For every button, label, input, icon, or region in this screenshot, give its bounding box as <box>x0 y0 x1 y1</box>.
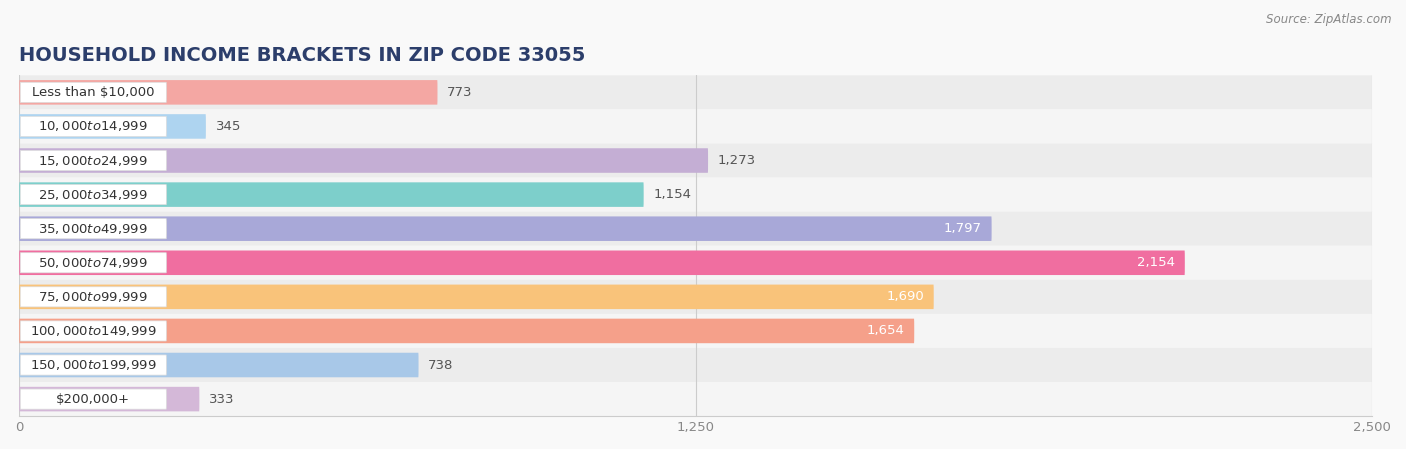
FancyBboxPatch shape <box>20 185 166 205</box>
Text: $10,000 to $14,999: $10,000 to $14,999 <box>38 119 148 133</box>
FancyBboxPatch shape <box>20 251 1185 275</box>
FancyBboxPatch shape <box>20 382 1372 416</box>
FancyBboxPatch shape <box>20 321 166 341</box>
FancyBboxPatch shape <box>20 82 166 102</box>
Text: 2,154: 2,154 <box>1137 256 1175 269</box>
Text: $25,000 to $34,999: $25,000 to $34,999 <box>38 188 148 202</box>
Text: 738: 738 <box>429 358 454 371</box>
FancyBboxPatch shape <box>20 253 166 273</box>
Text: $200,000+: $200,000+ <box>56 392 131 405</box>
FancyBboxPatch shape <box>20 389 166 409</box>
FancyBboxPatch shape <box>20 116 166 136</box>
Text: 1,797: 1,797 <box>943 222 981 235</box>
FancyBboxPatch shape <box>20 314 1372 348</box>
FancyBboxPatch shape <box>20 219 166 239</box>
FancyBboxPatch shape <box>20 150 166 171</box>
Text: 773: 773 <box>447 86 472 99</box>
FancyBboxPatch shape <box>20 285 934 309</box>
Text: 333: 333 <box>209 392 235 405</box>
Text: 1,154: 1,154 <box>654 188 692 201</box>
FancyBboxPatch shape <box>20 182 644 207</box>
Text: HOUSEHOLD INCOME BRACKETS IN ZIP CODE 33055: HOUSEHOLD INCOME BRACKETS IN ZIP CODE 33… <box>20 46 585 66</box>
FancyBboxPatch shape <box>20 110 1372 144</box>
FancyBboxPatch shape <box>20 80 437 105</box>
Text: 1,654: 1,654 <box>866 325 904 338</box>
FancyBboxPatch shape <box>20 319 914 343</box>
Text: $15,000 to $24,999: $15,000 to $24,999 <box>38 154 148 167</box>
Text: Source: ZipAtlas.com: Source: ZipAtlas.com <box>1267 13 1392 26</box>
FancyBboxPatch shape <box>20 355 166 375</box>
Text: $100,000 to $149,999: $100,000 to $149,999 <box>30 324 156 338</box>
FancyBboxPatch shape <box>20 246 1372 280</box>
FancyBboxPatch shape <box>20 114 205 139</box>
FancyBboxPatch shape <box>20 216 991 241</box>
FancyBboxPatch shape <box>20 148 709 173</box>
Text: $75,000 to $99,999: $75,000 to $99,999 <box>38 290 148 304</box>
FancyBboxPatch shape <box>20 75 1372 110</box>
Text: $50,000 to $74,999: $50,000 to $74,999 <box>38 256 148 270</box>
FancyBboxPatch shape <box>20 353 419 377</box>
FancyBboxPatch shape <box>20 144 1372 177</box>
FancyBboxPatch shape <box>20 348 1372 382</box>
Text: 345: 345 <box>215 120 240 133</box>
Text: $150,000 to $199,999: $150,000 to $199,999 <box>30 358 156 372</box>
FancyBboxPatch shape <box>20 287 166 307</box>
FancyBboxPatch shape <box>20 177 1372 211</box>
FancyBboxPatch shape <box>20 280 1372 314</box>
FancyBboxPatch shape <box>20 211 1372 246</box>
Text: Less than $10,000: Less than $10,000 <box>32 86 155 99</box>
Text: 1,690: 1,690 <box>886 291 924 304</box>
FancyBboxPatch shape <box>20 387 200 411</box>
Text: 1,273: 1,273 <box>718 154 756 167</box>
Text: $35,000 to $49,999: $35,000 to $49,999 <box>38 222 148 236</box>
